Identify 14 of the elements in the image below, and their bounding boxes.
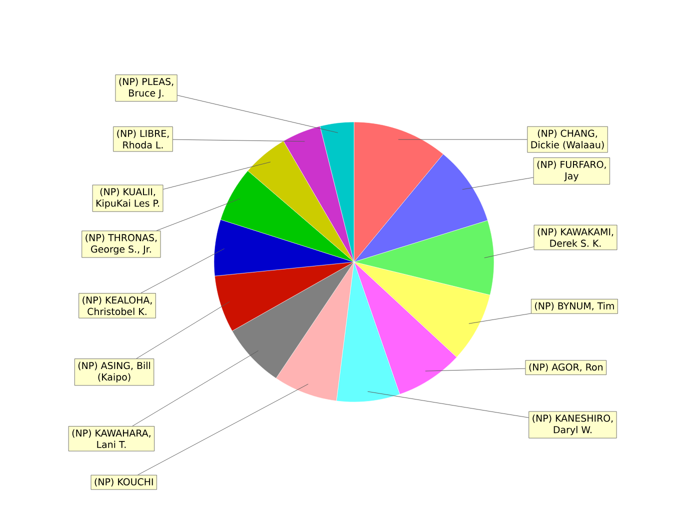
slice-label: (NP) KANESHIRO, Daryl W.: [532, 414, 613, 436]
slice-label: (NP) CHANG, Dickie (Walaau): [531, 130, 604, 150]
slice-label: (NP) PLEAS, Bruce J.: [119, 78, 174, 98]
slice-label: (NP) KAWAKAMI, Derek S. K.: [538, 228, 614, 247]
slice-label: (NP) KOUCHI: [94, 478, 153, 487]
slice-label: (NP) THRONAS, George S., Jr.: [86, 234, 157, 255]
slice-label: (NP) KAWAHARA, Lani T.: [72, 429, 150, 448]
slice-label: (NP) FURFARO, Jay: [537, 160, 606, 182]
slice-label: (NP) LIBRE, Rhoda L.: [117, 130, 169, 148]
slice-label: (NP) BYNUM, Tim: [535, 302, 614, 311]
slice-label: (NP) KEALOHA, Christobel K.: [82, 296, 152, 316]
slice-label: (NP) ASING, Bill (Kaipo): [78, 362, 150, 382]
slice-label: (NP) AGOR, Ron: [529, 363, 602, 372]
slice-label: (NP) KUALII, KipuKai Les P.: [96, 188, 159, 209]
